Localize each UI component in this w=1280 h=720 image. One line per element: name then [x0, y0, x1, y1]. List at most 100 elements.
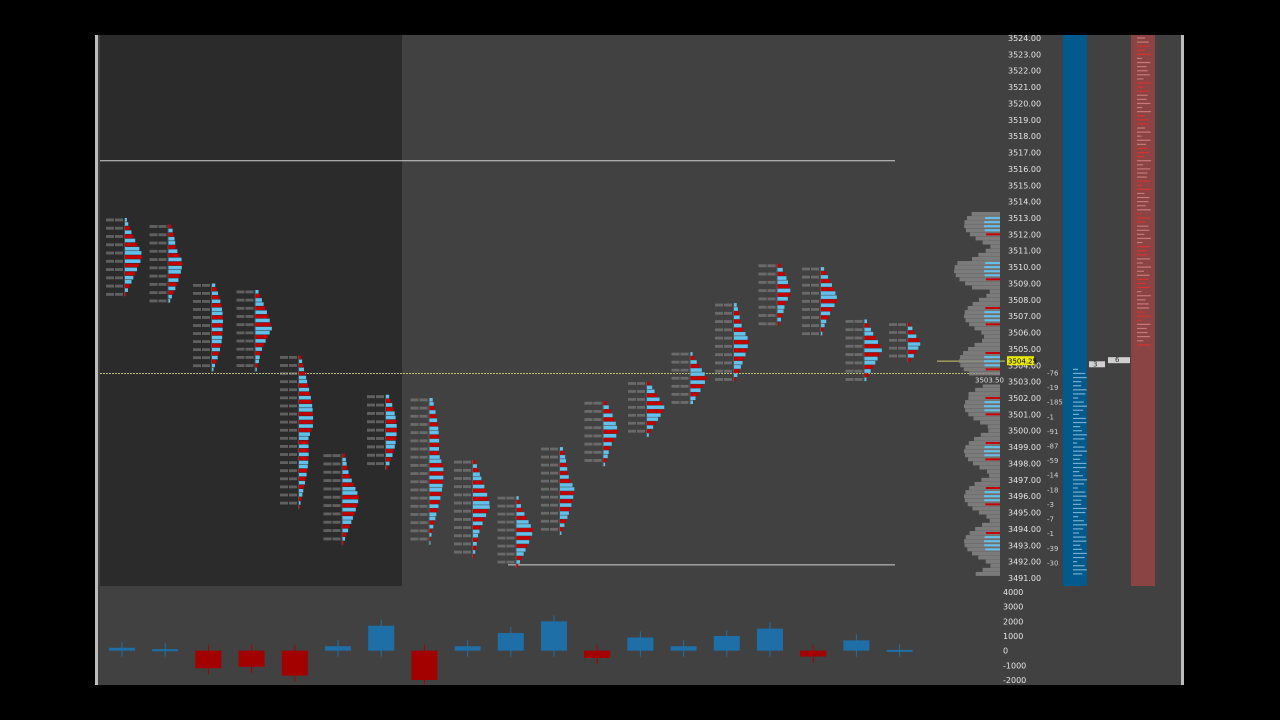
ask-depth-row	[1137, 344, 1151, 346]
price-tick-label: 3505.00	[1008, 345, 1041, 354]
ask-cell	[125, 280, 132, 284]
ask-volume-text	[811, 308, 819, 311]
ask-volume-text	[289, 355, 297, 359]
ask-depth-row	[1137, 156, 1144, 158]
ask-volume-text	[811, 299, 819, 303]
bid-depth-row	[1073, 434, 1087, 436]
bid-depth-row	[1073, 368, 1079, 370]
dom-ladder[interactable]: 3 6 -76 -19 -185 -1 -91 -87 -59 -14 -18 -3 -7 -1 -39 -3…	[1047, 35, 1155, 586]
bid-cell	[255, 335, 268, 339]
bid-cell	[212, 331, 223, 336]
ask-cell	[429, 516, 436, 521]
bid-cell	[168, 261, 183, 266]
ask-cell	[473, 484, 485, 489]
bid-volume-text	[802, 308, 810, 311]
ask-cell	[386, 394, 390, 399]
ask-cell	[777, 276, 787, 280]
bid-volume-text	[845, 361, 854, 365]
bid-volume-text	[236, 339, 245, 343]
profile-row	[989, 289, 1000, 294]
delta-bar	[411, 650, 438, 680]
ask-cell	[299, 452, 309, 457]
ask-cell	[690, 368, 702, 372]
ask-depth-row	[1137, 278, 1149, 280]
ask-cell	[908, 342, 921, 346]
ask-cell	[429, 418, 438, 423]
ask-cell	[125, 275, 134, 280]
footprint-bar	[497, 496, 534, 569]
bid-cell	[255, 351, 261, 355]
ask-cell	[647, 385, 653, 390]
price-tick-label: 3511.00	[1008, 247, 1041, 256]
dom-side-number: -39	[1047, 545, 1058, 553]
profile-row	[973, 416, 1000, 421]
price-tick-label: 3524.00	[1008, 35, 1041, 43]
ask-volume-text	[419, 496, 428, 500]
ask-cell	[299, 408, 313, 412]
ask-cell	[603, 450, 609, 454]
bid-cell	[864, 365, 873, 369]
profile-row	[975, 571, 1000, 576]
ask-depth-row	[1137, 135, 1142, 137]
bid-cell	[429, 492, 442, 496]
bid-cell	[516, 536, 531, 540]
bid-volume-text	[193, 300, 201, 303]
footprint-bar	[410, 398, 444, 546]
ask-cell	[125, 251, 142, 255]
bid-volume-text	[802, 283, 810, 287]
ask-volume-text	[202, 348, 210, 352]
ask-depth-row	[1137, 90, 1150, 92]
bid-volume-text	[367, 395, 375, 399]
profile-highlight	[984, 364, 1000, 367]
ask-volume-text	[376, 411, 384, 415]
ask-volume-text	[289, 493, 297, 497]
bid-volume-text	[584, 401, 593, 405]
profile-highlight	[984, 229, 1000, 232]
bid-cell	[299, 363, 304, 368]
bid-volume-text	[497, 520, 506, 524]
delta-bar	[368, 625, 395, 651]
profile-row	[975, 387, 1000, 392]
profile-row	[985, 559, 1000, 564]
ask-volume-text	[332, 479, 341, 483]
footprint-chart[interactable]: 3524.00 3523.00 3522.00 3521.00 3520.00 3519.…	[95, 35, 1184, 685]
profile-row	[964, 453, 1000, 458]
ask-volume-text	[376, 462, 384, 466]
ask-volume-text	[245, 355, 254, 359]
ask-volume-text	[463, 477, 471, 480]
price-tick-label: 3519.00	[1008, 116, 1041, 125]
bid-volume-text	[497, 496, 506, 500]
bid-depth-row	[1073, 483, 1084, 485]
bid-cell	[560, 507, 571, 511]
bid-volume-text	[410, 463, 419, 467]
bid-cell	[342, 474, 351, 479]
profile-row	[963, 351, 1000, 355]
ask-cell	[864, 340, 879, 344]
ask-cell	[212, 367, 214, 372]
ask-cell	[603, 405, 609, 409]
bid-volume-text	[758, 264, 767, 268]
ask-depth-row	[1137, 94, 1148, 96]
bid-cell	[125, 263, 139, 268]
ask-volume-text	[376, 445, 384, 449]
bid-volume-text	[802, 324, 810, 328]
footprint-bar	[193, 283, 224, 372]
ask-volume-text	[724, 328, 732, 332]
ask-depth-row	[1137, 151, 1150, 154]
ask-cell	[821, 319, 827, 324]
ask-depth-row	[1137, 307, 1150, 309]
bid-cell	[125, 255, 142, 259]
profile-highlight	[984, 311, 1000, 314]
bid-depth-row	[1073, 536, 1086, 538]
ask-cell	[125, 288, 128, 292]
bid-cell	[821, 307, 833, 312]
inside-bid-box	[1089, 361, 1105, 368]
profile-highlight	[985, 458, 1000, 461]
bid-depth-row	[1073, 569, 1087, 571]
bid-volume-text	[280, 355, 288, 359]
bid-depth-row	[1073, 442, 1078, 444]
bid-volume-text	[280, 420, 288, 424]
ask-cell	[429, 467, 444, 472]
ask-cell	[386, 453, 393, 457]
chart-frame[interactable]: 3524.00 3523.00 3522.00 3521.00 3520.00 3519.…	[95, 35, 1184, 685]
